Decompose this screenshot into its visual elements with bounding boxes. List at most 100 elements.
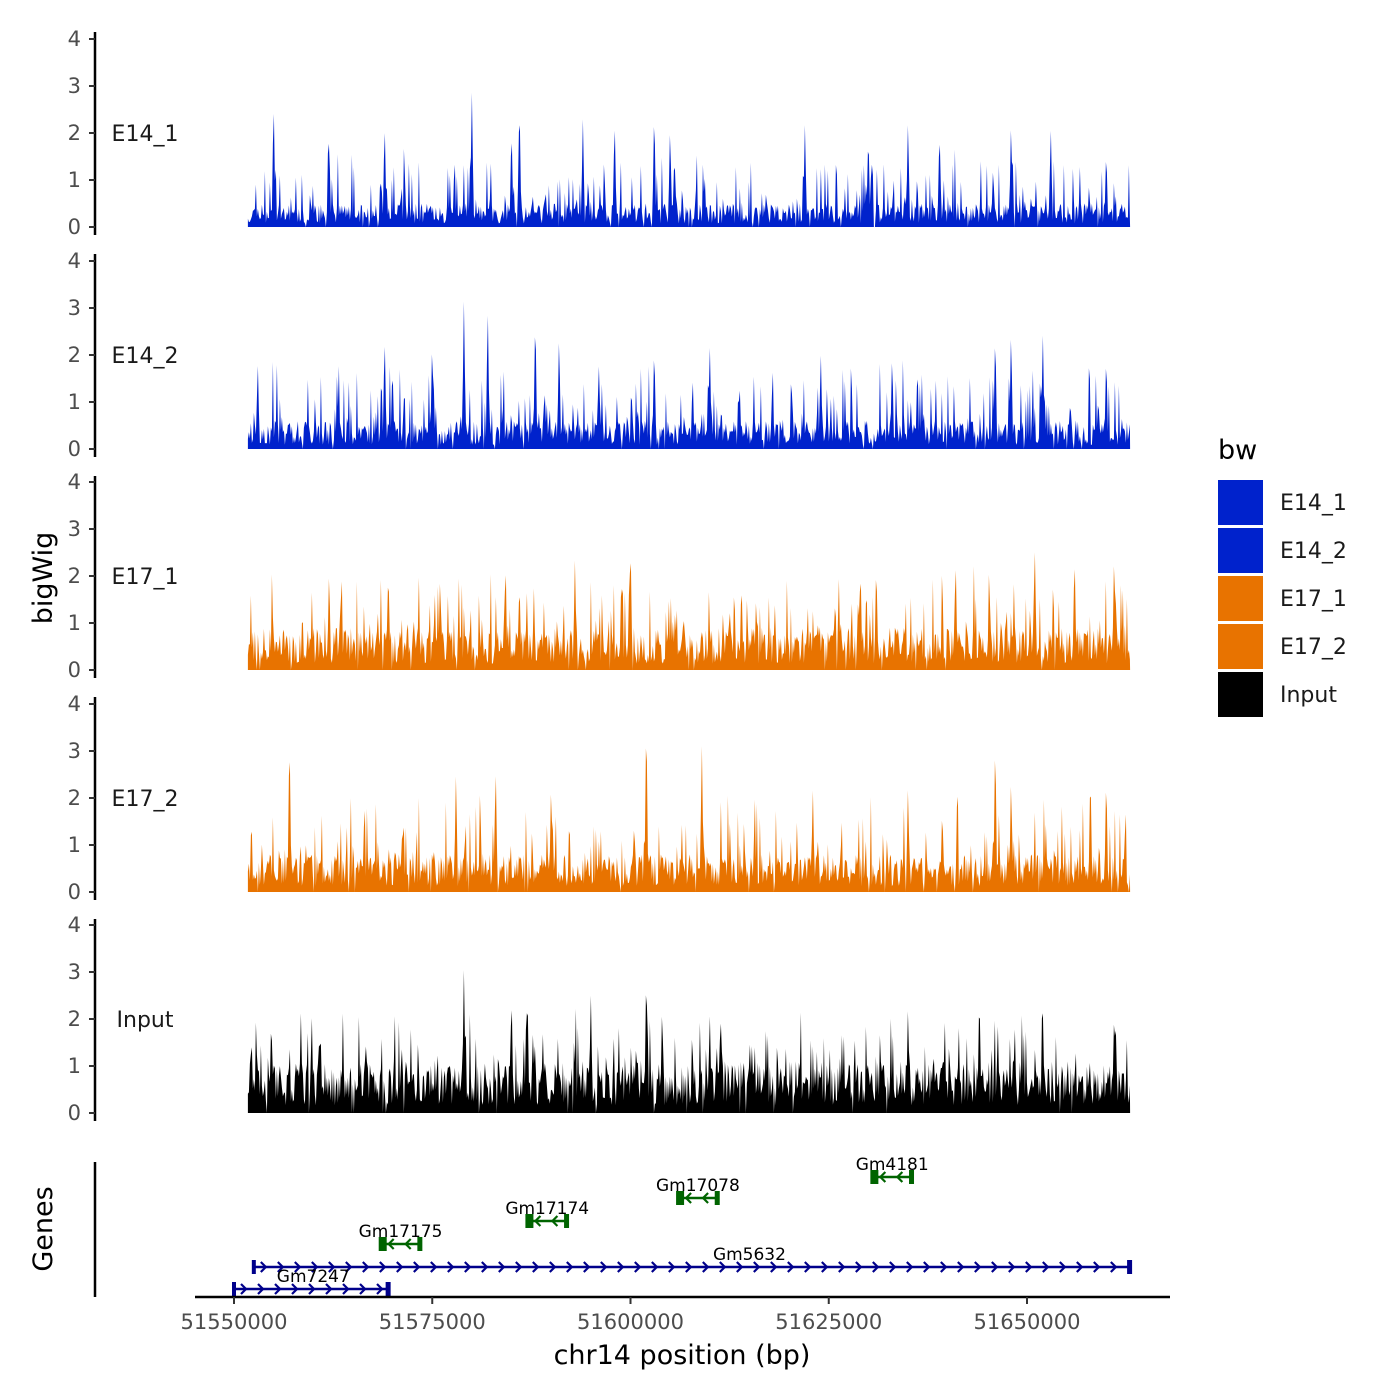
legend-label: E17_1 — [1280, 587, 1347, 612]
signal-area-e17-1 — [247, 552, 1131, 670]
strand-arrow — [376, 1283, 384, 1295]
strand-arrow — [1110, 1261, 1118, 1273]
legend-title: bw — [1218, 435, 1257, 466]
track-label: Input — [117, 1008, 174, 1033]
strand-arrow — [345, 1261, 353, 1273]
strand-arrow — [362, 1261, 370, 1273]
gene-exon — [678, 1191, 685, 1205]
strand-arrow — [838, 1261, 846, 1273]
strand-arrow — [895, 1171, 904, 1183]
strand-arrow — [257, 1283, 265, 1295]
gene-label: Gm4181 — [856, 1155, 929, 1175]
y-tick-label: 2 — [68, 1007, 81, 1031]
signal-area-input — [247, 970, 1131, 1113]
strand-arrow — [294, 1261, 302, 1273]
signal-area-e14-1 — [247, 92, 1131, 227]
track-label: E17_1 — [112, 565, 179, 590]
strand-arrow — [1059, 1261, 1067, 1273]
legend-item-e17-2: E17_2 — [1218, 624, 1347, 669]
gene-exon — [527, 1214, 534, 1228]
y-tick-label: 1 — [68, 168, 81, 192]
y-tick-label: 1 — [68, 611, 81, 635]
gene-gm17174: Gm17174 — [505, 1199, 589, 1228]
strand-arrow — [328, 1261, 336, 1273]
y-tick-label: 0 — [68, 658, 81, 682]
y-axis-title: bigWig — [28, 532, 59, 625]
strand-arrow — [566, 1261, 574, 1273]
legend-label: E17_2 — [1280, 635, 1347, 660]
y-tick-label: 1 — [68, 833, 81, 857]
strand-arrow — [277, 1261, 285, 1273]
legend-label: Input — [1280, 683, 1337, 708]
y-tick-label: 4 — [68, 249, 81, 273]
legend-label: E14_1 — [1280, 491, 1347, 516]
legend-swatch — [1218, 528, 1263, 573]
x-tick-label: 51575000 — [379, 1310, 486, 1334]
strand-arrow — [685, 1261, 693, 1273]
y-tick-label: 2 — [68, 343, 81, 367]
strand-arrow — [532, 1261, 540, 1273]
bigwig-tracks: 0 1 2 3 4 E14_1 0 1 2 3 4 E14_2 0 1 2 3 4 E17_1 0 1 2 3 4 E17_2… — [68, 27, 1131, 1125]
strand-arrow — [498, 1261, 506, 1273]
strand-arrow — [719, 1261, 727, 1273]
strand-arrow — [1093, 1261, 1101, 1273]
y-tick-label: 2 — [68, 121, 81, 145]
y-tick-label: 1 — [68, 390, 81, 414]
y-tick-label: 0 — [68, 880, 81, 904]
strand-arrow — [787, 1261, 795, 1273]
strand-arrow — [878, 1171, 887, 1183]
y-tick-label: 1 — [68, 1054, 81, 1078]
track-label: E14_1 — [112, 122, 179, 147]
strand-arrow — [447, 1261, 455, 1273]
strand-arrow — [617, 1261, 625, 1273]
gene-exon — [417, 1237, 423, 1251]
strand-arrow — [974, 1261, 982, 1273]
y-tick-label: 0 — [68, 215, 81, 239]
gene-gm17175: Gm17175 — [359, 1222, 442, 1251]
gene-gm4181: Gm4181 — [856, 1155, 929, 1184]
strand-arrow — [291, 1283, 299, 1295]
strand-arrow — [1025, 1261, 1033, 1273]
y-tick-label: 2 — [68, 786, 81, 810]
strand-arrow — [940, 1261, 948, 1273]
signal-area-e17-2 — [247, 746, 1131, 892]
gene-exon — [232, 1282, 236, 1296]
x-tick-label: 51550000 — [181, 1310, 288, 1334]
strand-arrow — [404, 1238, 412, 1250]
track-e14-2: 0 1 2 3 4 E14_2 — [68, 249, 1131, 461]
gene-exon — [1127, 1260, 1133, 1274]
y-tick-label: 2 — [68, 564, 81, 588]
track-e17-1: 0 1 2 3 4 E17_1 — [68, 470, 1131, 682]
legend-item-e14-2: E14_2 — [1218, 528, 1347, 573]
strand-arrow — [464, 1261, 472, 1273]
gene-gm7247: Gm7247 — [232, 1267, 391, 1296]
strand-arrow — [600, 1261, 608, 1273]
strand-arrow — [991, 1261, 999, 1273]
legend-swatch — [1218, 624, 1263, 669]
x-axis: 51550000 51575000 51600000 51625000 51650000 — [181, 1295, 1170, 1334]
strand-arrow — [855, 1261, 863, 1273]
strand-arrow — [736, 1261, 744, 1273]
gene-label: Gm17078 — [656, 1176, 740, 1196]
strand-arrow — [325, 1283, 333, 1295]
track-e14-1: 0 1 2 3 4 E14_1 — [68, 27, 1131, 239]
y-tick-label: 4 — [68, 27, 81, 51]
gene-exon — [714, 1191, 720, 1205]
strand-arrow — [311, 1261, 319, 1273]
strand-arrow — [872, 1261, 880, 1273]
gene-exon — [380, 1237, 387, 1251]
x-axis-title: chr14 position (bp) — [554, 1340, 811, 1371]
strand-arrow — [923, 1261, 931, 1273]
legend: bw E14_1 E14_2 E17_1 E17_2 Input — [1218, 435, 1347, 717]
legend-swatch — [1218, 672, 1263, 717]
strand-arrow — [684, 1192, 692, 1204]
strand-arrow — [634, 1261, 642, 1273]
track-e17-2: 0 1 2 3 4 E17_2 — [68, 692, 1131, 904]
strand-arrow — [889, 1261, 897, 1273]
track-input: 0 1 2 3 4 Input — [68, 913, 1131, 1125]
x-tick-label: 51650000 — [974, 1310, 1081, 1334]
strand-arrow — [583, 1261, 591, 1273]
gene-gm5632: Gm5632 — [251, 1245, 1133, 1274]
strand-arrow — [481, 1261, 489, 1273]
strand-arrow — [550, 1215, 559, 1227]
